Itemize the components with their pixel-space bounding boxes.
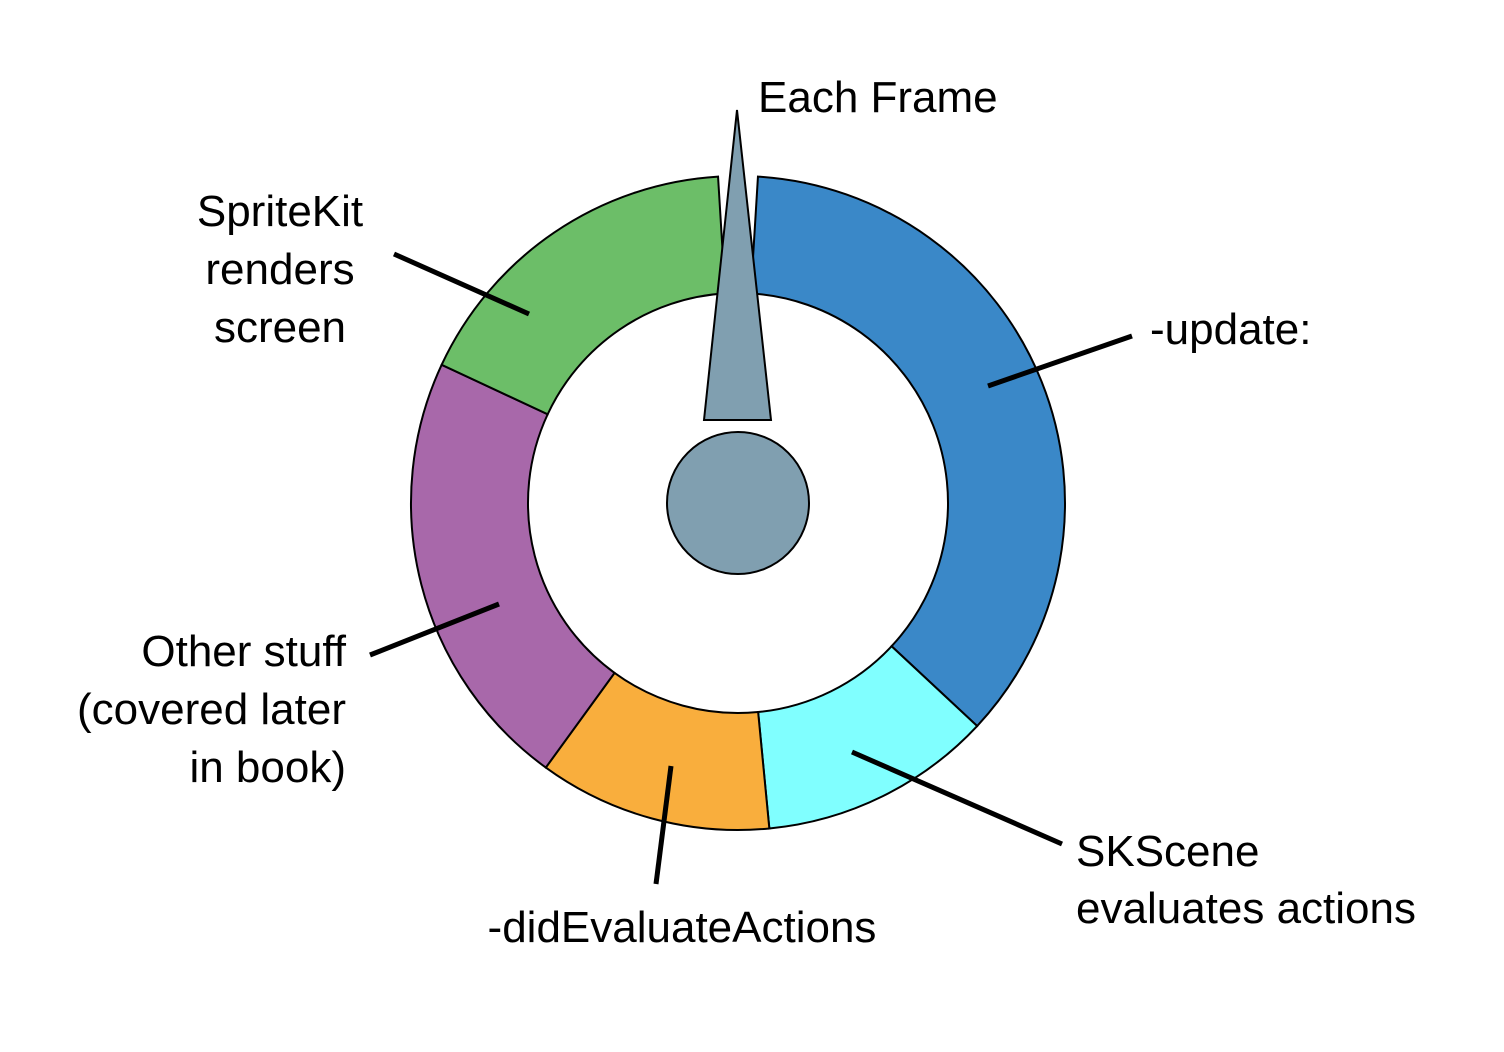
label-skscene-line2: evaluates actions: [1076, 884, 1416, 933]
ring: [410, 175, 1066, 831]
leader-did-evaluate-actions: [653, 765, 674, 885]
leader-skscene-evaluates-actions: [850, 749, 1064, 847]
segment-spritekit-renders-screen: [440, 175, 727, 416]
label-other-stuff-line2: (covered later: [77, 685, 346, 734]
frame-pointer-hub: [666, 431, 810, 575]
label-spritekit-line1: SpriteKit: [197, 187, 363, 236]
label-other-stuff-line3: in book): [189, 743, 346, 792]
label-skscene-line1: SKScene: [1076, 827, 1259, 876]
label-update: -update:: [1150, 305, 1311, 354]
label-did-evaluate-actions: -didEvaluateActions: [488, 903, 877, 952]
label-each-frame: Each Frame: [758, 73, 998, 122]
segment-other-stuff: [410, 363, 616, 769]
label-spritekit-line2: renders: [205, 245, 354, 294]
frame-pointer-needle: [702, 109, 773, 421]
segment-update: [749, 175, 1066, 728]
leader-other-stuff: [369, 601, 500, 658]
leader-spritekit-renders-screen: [392, 251, 531, 317]
label-other-stuff-line1: Other stuff: [141, 627, 346, 676]
label-spritekit-line3: screen: [214, 303, 346, 352]
leader-update: [987, 333, 1133, 389]
